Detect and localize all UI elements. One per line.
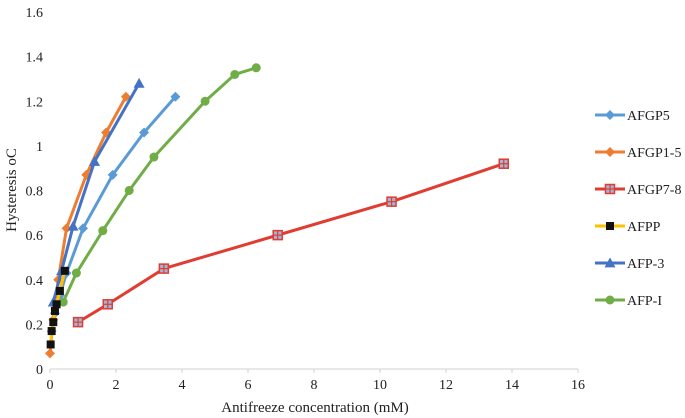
y-tick-label: 0.8 bbox=[26, 185, 44, 200]
series-afgp7-8 bbox=[72, 158, 509, 328]
data-point bbox=[78, 223, 88, 234]
data-point bbox=[67, 220, 79, 231]
y-tick-label: 1.4 bbox=[26, 51, 44, 66]
legend-item: AFP-3 bbox=[595, 257, 664, 272]
y-tick-label: 0 bbox=[36, 363, 43, 378]
legend-item: AFPP bbox=[595, 220, 661, 235]
data-point bbox=[52, 300, 61, 309]
legend-label: AFGP7-8 bbox=[627, 183, 681, 198]
legend-label: AFGP1-5 bbox=[627, 146, 681, 161]
series-line bbox=[61, 66, 257, 303]
series-afp-i bbox=[58, 63, 261, 307]
x-tick-label: 8 bbox=[311, 378, 318, 393]
x-tick-label: 10 bbox=[373, 378, 387, 393]
x-axis-title: Antifreeze concentration (mM) bbox=[221, 400, 408, 416]
data-point bbox=[71, 268, 81, 278]
data-point bbox=[60, 266, 69, 275]
data-point bbox=[170, 91, 181, 102]
data-point bbox=[89, 155, 101, 166]
y-tick-label: 0.4 bbox=[26, 274, 44, 289]
data-point bbox=[605, 147, 615, 157]
series-layer bbox=[45, 63, 509, 359]
legend: AFGP5 AFGP1-5 AFGP7-8 AFPP AFP-3 AFP-I bbox=[595, 109, 681, 309]
data-point bbox=[46, 340, 55, 349]
data-point bbox=[230, 69, 240, 79]
data-point bbox=[124, 186, 134, 195]
data-point bbox=[149, 152, 159, 162]
series-afpp bbox=[46, 266, 69, 349]
axes: 0 2 4 6 8 10 12 14 16 0 0.2 0.4 0.6 0.8 1 1.2 1.4 1.6 bbox=[26, 6, 586, 393]
data-point bbox=[606, 222, 614, 230]
data-point bbox=[98, 226, 108, 236]
data-point bbox=[49, 318, 58, 327]
legend-label: AFP-3 bbox=[627, 257, 664, 272]
legend-item: AFGP7-8 bbox=[595, 183, 681, 198]
legend-item: AFGP1-5 bbox=[595, 146, 681, 161]
data-point bbox=[139, 127, 150, 138]
y-tick-label: 0.2 bbox=[26, 318, 44, 333]
data-point bbox=[605, 295, 615, 305]
x-tick-label: 16 bbox=[571, 378, 585, 393]
data-point bbox=[133, 77, 145, 88]
legend-item: AFP-I bbox=[595, 294, 662, 309]
data-point bbox=[45, 348, 55, 359]
data-point bbox=[58, 297, 68, 307]
y-axis-title: Hysteresis oC bbox=[4, 148, 20, 232]
x-tick-label: 12 bbox=[439, 378, 453, 393]
y-tick-label: 0.6 bbox=[26, 229, 44, 244]
legend-label: AFPP bbox=[627, 220, 661, 235]
data-point bbox=[605, 110, 615, 120]
y-tick-label: 1.2 bbox=[26, 95, 44, 110]
series-afgp1-5 bbox=[45, 91, 131, 359]
series-line bbox=[77, 162, 505, 324]
legend-item: AFGP5 bbox=[595, 109, 670, 124]
data-point bbox=[55, 286, 64, 295]
y-tick-label: 1 bbox=[36, 140, 43, 155]
data-point bbox=[251, 63, 261, 73]
x-tick-label: 6 bbox=[245, 378, 252, 393]
data-point bbox=[604, 257, 616, 268]
x-tick-label: 4 bbox=[179, 378, 186, 393]
data-point bbox=[47, 327, 56, 336]
data-point bbox=[107, 169, 118, 180]
data-point bbox=[200, 96, 210, 106]
legend-label: AFGP5 bbox=[627, 109, 670, 124]
x-tick-label: 2 bbox=[113, 378, 120, 393]
legend-label: AFP-I bbox=[627, 294, 662, 309]
data-point bbox=[61, 223, 72, 234]
x-tick-label: 14 bbox=[505, 378, 519, 393]
data-point bbox=[50, 306, 59, 315]
x-tick-label: 0 bbox=[47, 378, 54, 393]
y-tick-label: 1.6 bbox=[26, 6, 44, 21]
